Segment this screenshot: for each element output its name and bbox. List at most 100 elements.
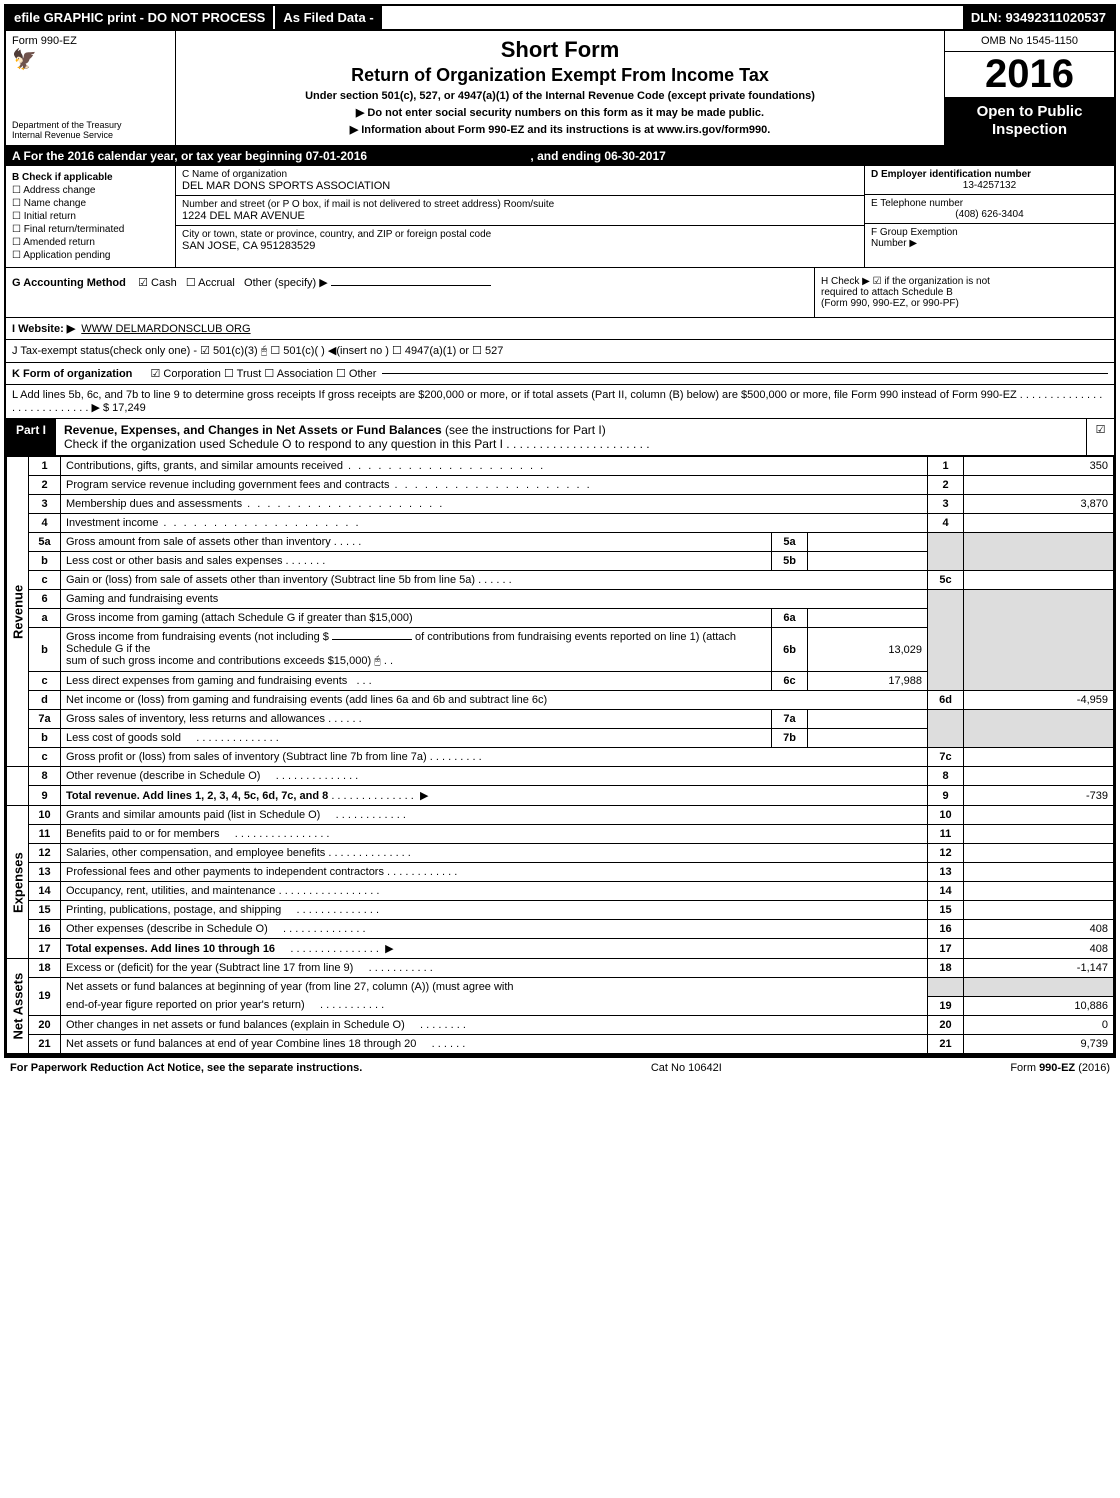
chk-initial-return[interactable]: Initial return (12, 211, 169, 222)
f-group-label: F Group Exemption (871, 227, 1108, 238)
l6b-sn: 6b (772, 628, 808, 672)
g-accrual[interactable]: ☐ Accrual (186, 277, 235, 289)
chk-amended-return[interactable]: Amended return (12, 237, 169, 248)
row-i-website: I Website: ▶ WWW DELMARDONSCLUB ORG (6, 318, 1114, 340)
form-number: 990-EZ (41, 35, 77, 47)
line-5a: 5a Gross amount from sale of assets othe… (7, 533, 1114, 552)
l7b-desc: Less cost of goods sold (66, 732, 181, 744)
l6b-num: b (29, 628, 61, 672)
l7b-sn: 7b (772, 729, 808, 748)
col-b-checkboxes: B Check if applicable Address change Nam… (6, 166, 176, 267)
l7a-num: 7a (29, 710, 61, 729)
l4-rnum: 4 (928, 514, 964, 533)
l20-num: 20 (29, 1015, 61, 1034)
l15-rnum: 15 (928, 901, 964, 920)
header-mid: Short Form Return of Organization Exempt… (176, 31, 944, 145)
as-filed-label: As Filed Data - (273, 6, 381, 29)
chk-address-change[interactable]: Address change (12, 185, 169, 196)
part-i-tag: Part I (6, 419, 56, 455)
chk-application-pending[interactable]: Application pending (12, 250, 169, 261)
l9-rval: -739 (964, 786, 1114, 806)
e-phone-label: E Telephone number (871, 198, 1108, 209)
form-prefix: Form (12, 35, 38, 47)
side-revenue: Revenue (7, 457, 29, 767)
l3-num: 3 (29, 495, 61, 514)
form-header: Form 990-EZ 🦅 Department of the Treasury… (6, 31, 1114, 146)
l8-num: 8 (29, 767, 61, 786)
tax-year: 2016 (945, 52, 1114, 97)
footer: For Paperwork Reduction Act Notice, see … (4, 1056, 1116, 1078)
footer-mid: Cat No 10642I (651, 1062, 722, 1074)
line-6: 6 Gaming and fundraising events (7, 590, 1114, 609)
l6b-desc3: sum of such gross income and contributio… (66, 655, 381, 667)
l6c-sv: 17,988 (808, 672, 928, 691)
l14-rnum: 14 (928, 882, 964, 901)
subtitle-section: Under section 501(c), 527, or 4947(a)(1)… (184, 90, 936, 102)
title-short-form: Short Form (184, 37, 936, 63)
side-expenses: Expenses (7, 806, 29, 959)
l8-desc: Other revenue (describe in Schedule O) (66, 770, 260, 782)
l21-num: 21 (29, 1034, 61, 1053)
part-i-title: Revenue, Expenses, and Changes in Net As… (56, 419, 1086, 455)
l5a-sn: 5a (772, 533, 808, 552)
l10-desc: Grants and similar amounts paid (list in… (66, 809, 320, 821)
line-10: Expenses 10 Grants and similar amounts p… (7, 806, 1114, 825)
j-text: J Tax-exempt status(check only one) - ☑ … (12, 344, 503, 358)
l17-rnum: 17 (928, 939, 964, 959)
efile-notice: efile GRAPHIC print - DO NOT PROCESS (6, 6, 273, 29)
side-net-assets: Net Assets (7, 959, 29, 1054)
h-line2: required to attach Schedule B (821, 287, 1108, 298)
l2-rval (964, 476, 1114, 495)
part-i-title-bold: Revenue, Expenses, and Changes in Net As… (64, 423, 442, 437)
l11-rnum: 11 (928, 825, 964, 844)
l13-num: 13 (29, 863, 61, 882)
l9-rnum: 9 (928, 786, 964, 806)
part-i-check-line: Check if the organization used Schedule … (64, 437, 650, 451)
part-i-title-suffix: (see the instructions for Part I) (445, 423, 606, 437)
l19-rval: 10,886 (964, 996, 1114, 1015)
l19-desc2: end-of-year figure reported on prior yea… (66, 999, 305, 1011)
d-ein-label: D Employer identification number (871, 169, 1031, 180)
l1-rnum: 1 (928, 457, 964, 476)
chk-final-return[interactable]: Final return/terminated (12, 224, 169, 235)
subtitle-info-link: ▶ Information about Form 990-EZ and its … (184, 123, 936, 136)
l10-rval (964, 806, 1114, 825)
l15-rval (964, 901, 1114, 920)
form-container: efile GRAPHIC print - DO NOT PROCESS As … (4, 4, 1116, 1056)
subtitle-ssn-warning: ▶ Do not enter social security numbers o… (184, 106, 936, 119)
l5c-rval (964, 571, 1114, 590)
l2-rnum: 2 (928, 476, 964, 495)
c-street-value: 1224 DEL MAR AVENUE (182, 210, 858, 222)
row-l-gross-receipts: L Add lines 5b, 6c, and 7b to line 9 to … (6, 385, 1114, 418)
part-i-table: Revenue 1 Contributions, gifts, grants, … (6, 456, 1114, 1054)
f-group-number: Number ▶ (871, 238, 1108, 249)
i-website-value[interactable]: WWW DELMARDONSCLUB ORG (81, 323, 250, 335)
c-city-label: City or town, state or province, country… (182, 229, 858, 240)
g-cash[interactable]: ☑ Cash (138, 277, 177, 289)
l5a-num: 5a (29, 533, 61, 552)
line-3: 3 Membership dues and assessments 3 3,87… (7, 495, 1114, 514)
part-i-checkbox[interactable]: ☑ (1086, 419, 1114, 455)
l2-desc: Program service revenue including govern… (66, 479, 592, 491)
l4-rval (964, 514, 1114, 533)
chk-name-change[interactable]: Name change (12, 198, 169, 209)
l7b-num: b (29, 729, 61, 748)
h-line3: (Form 990, 990-EZ, or 990-PF) (821, 298, 1108, 309)
l6c-sn: 6c (772, 672, 808, 691)
l15-desc: Printing, publications, postage, and shi… (66, 904, 281, 916)
l19-rnum: 19 (928, 996, 964, 1015)
row-a-tax-year: A For the 2016 calendar year, or tax yea… (6, 146, 1114, 166)
row-a-begin: A For the 2016 calendar year, or tax yea… (12, 149, 367, 163)
g-other[interactable]: Other (specify) ▶ (244, 277, 328, 289)
l6d-rval: -4,959 (964, 691, 1114, 710)
footer-left: For Paperwork Reduction Act Notice, see … (10, 1062, 362, 1074)
line-21: 21 Net assets or fund balances at end of… (7, 1034, 1114, 1053)
l11-rval (964, 825, 1114, 844)
part-i-header: Part I Revenue, Expenses, and Changes in… (6, 418, 1114, 456)
l11-desc: Benefits paid to or for members (66, 828, 219, 840)
l20-rval: 0 (964, 1015, 1114, 1034)
l6a-sn: 6a (772, 609, 808, 628)
line-7a: 7a Gross sales of inventory, less return… (7, 710, 1114, 729)
h-schedule-b: H Check ▶ ☑ if the organization is not r… (814, 268, 1114, 317)
l5a-sv (808, 533, 928, 552)
